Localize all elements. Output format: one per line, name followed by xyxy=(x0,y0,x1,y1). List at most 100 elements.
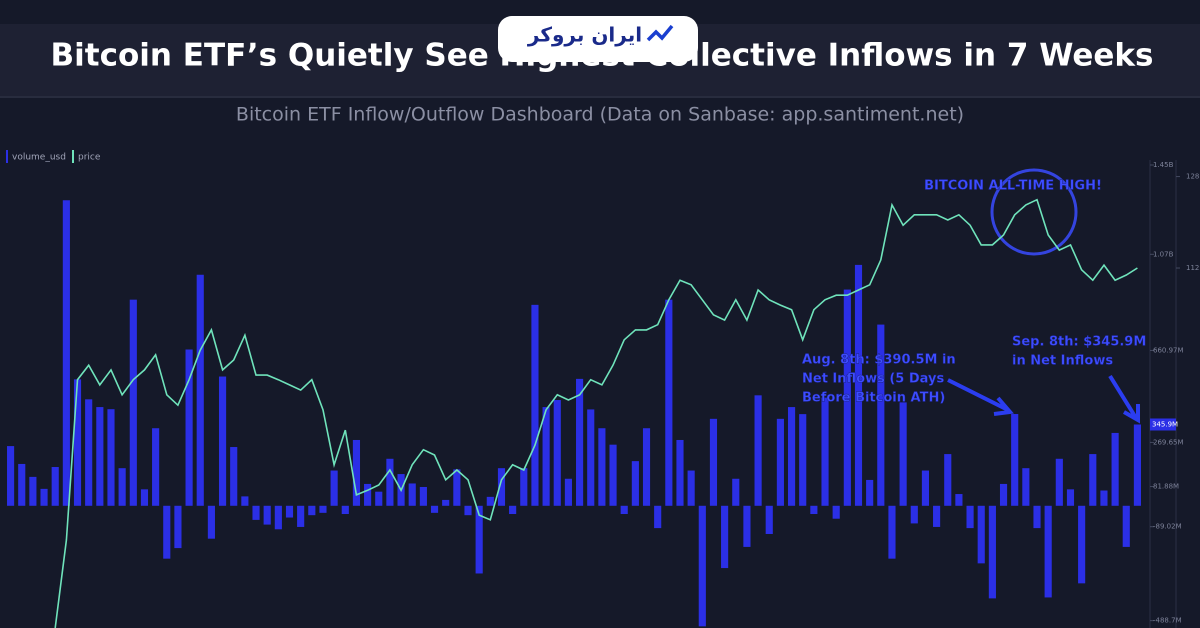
bar xyxy=(319,505,327,513)
bar xyxy=(821,397,829,506)
bar xyxy=(1100,490,1108,506)
bar xyxy=(263,505,271,525)
bar xyxy=(888,505,896,559)
bar xyxy=(531,304,539,506)
bar xyxy=(542,407,550,506)
value-badge-label: 345.9M xyxy=(1152,420,1178,428)
bar xyxy=(341,505,349,515)
bar xyxy=(285,505,294,518)
bar xyxy=(51,467,59,506)
bar xyxy=(241,496,249,506)
bar xyxy=(107,409,115,506)
bar xyxy=(1133,424,1141,506)
bar xyxy=(419,486,427,506)
bar xyxy=(866,479,874,506)
bar xyxy=(520,468,528,506)
bar xyxy=(910,505,918,524)
bar xyxy=(386,458,394,506)
price-line xyxy=(54,198,1138,628)
y2-tick-label: 128K xyxy=(1186,173,1200,181)
bar xyxy=(1044,505,1052,598)
bar xyxy=(7,446,15,506)
bar xyxy=(877,324,885,506)
bar xyxy=(564,478,572,506)
bar xyxy=(18,463,26,506)
arrow xyxy=(1108,374,1140,424)
subtitle: Bitcoin ETF Inflow/Outflow Dashboard (Da… xyxy=(236,104,964,126)
bar xyxy=(587,409,595,506)
value-badge xyxy=(1150,418,1176,431)
bar xyxy=(1066,489,1075,506)
bar xyxy=(73,379,82,506)
bar xyxy=(810,505,818,515)
bar xyxy=(687,470,695,506)
bar xyxy=(1078,505,1086,584)
y-tick-label: 1.45B xyxy=(1153,161,1174,169)
bar xyxy=(509,505,517,515)
bar xyxy=(854,264,863,506)
bar xyxy=(921,470,930,506)
bar xyxy=(330,470,338,506)
legend-label: volume_usd xyxy=(12,153,66,163)
annotation: in Net Inflows xyxy=(1012,354,1113,369)
bar xyxy=(787,407,796,506)
bar xyxy=(62,200,70,506)
bar xyxy=(375,491,383,506)
bar xyxy=(475,505,483,574)
bar xyxy=(955,494,963,506)
bar xyxy=(665,299,673,506)
bar xyxy=(185,349,193,506)
y-tick-label: 81.88M xyxy=(1153,483,1179,491)
bar xyxy=(776,418,784,506)
bar xyxy=(721,505,729,569)
bar xyxy=(274,505,282,530)
bar xyxy=(933,505,941,527)
bar xyxy=(765,505,773,534)
bar xyxy=(1011,414,1019,506)
logo-pill xyxy=(498,16,698,62)
bar xyxy=(297,505,305,527)
y-tick-label: -488.7M xyxy=(1153,617,1182,625)
y2-tick-label: 112K xyxy=(1186,264,1200,272)
bar xyxy=(642,428,651,506)
bar xyxy=(966,505,974,529)
bar xyxy=(196,274,204,506)
bar xyxy=(1055,458,1063,506)
logo-icon xyxy=(646,24,674,42)
bar xyxy=(988,505,996,599)
legend-swatch xyxy=(6,150,8,163)
annotation: Sep. 8th: $345.9M xyxy=(1012,335,1146,350)
bar xyxy=(899,402,907,506)
bar xyxy=(352,439,361,506)
bar xyxy=(609,444,617,506)
bar xyxy=(843,289,851,506)
bar xyxy=(486,496,494,506)
bar xyxy=(29,476,37,506)
bar xyxy=(754,395,762,506)
bar xyxy=(1033,505,1041,529)
bar xyxy=(709,418,718,506)
bar xyxy=(430,505,439,513)
bar xyxy=(96,407,104,506)
logo-text: ایران بروکر xyxy=(527,23,642,47)
bar xyxy=(1089,454,1097,506)
annotation: BITCOIN ALL-TIME HIGH! xyxy=(924,179,1102,194)
y-tick-label: 660.97M xyxy=(1153,346,1184,354)
bar xyxy=(85,399,93,506)
bar xyxy=(1122,505,1130,547)
bar xyxy=(654,505,662,529)
bar xyxy=(207,505,215,539)
bar xyxy=(732,478,740,506)
bar xyxy=(453,469,461,506)
bar xyxy=(364,483,372,506)
bar xyxy=(1022,468,1030,506)
arrow xyxy=(947,378,1014,416)
bar xyxy=(252,505,260,520)
bar xyxy=(40,488,48,506)
y-tick-label: -89.02M xyxy=(1153,523,1182,531)
legend-label: price xyxy=(78,153,101,163)
bar xyxy=(743,505,751,547)
bar xyxy=(308,505,316,516)
bar xyxy=(977,505,985,564)
